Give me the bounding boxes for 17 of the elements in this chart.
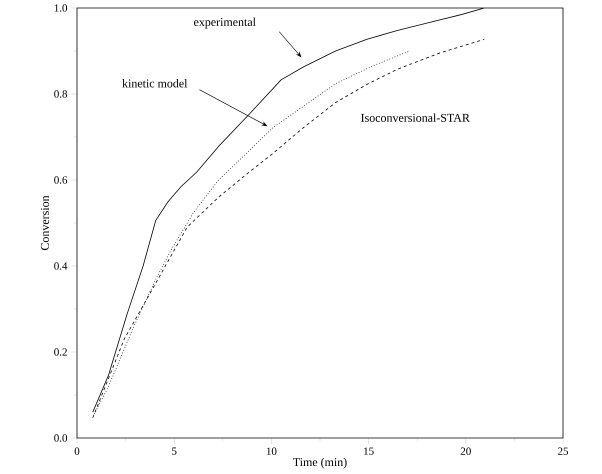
y-tick-label: 0.0 xyxy=(54,434,68,442)
y-tick-label: 0.2 xyxy=(54,348,67,356)
y-tick-label: 1.0 xyxy=(54,4,68,12)
y-tick-label: 0.4 xyxy=(54,262,68,270)
x-tick-label: 0 xyxy=(74,448,80,455)
x-tick-label: 15 xyxy=(364,448,374,455)
x-tick-label: 5 xyxy=(172,448,177,455)
y-tick-label: 0.8 xyxy=(54,90,68,98)
x-tick-label: 25 xyxy=(558,448,568,455)
y-tick-label: 0.6 xyxy=(54,176,68,184)
annotation: Isoconversional-STAR xyxy=(361,113,470,122)
x-tick-label: 10 xyxy=(266,448,276,455)
x-axis-title: Time (min) xyxy=(293,458,347,469)
x-tick-label: 20 xyxy=(460,448,471,455)
annotation: kinetic model xyxy=(122,79,188,88)
y-axis-title: Conversion xyxy=(40,196,49,250)
annotation: experimental xyxy=(194,18,256,28)
